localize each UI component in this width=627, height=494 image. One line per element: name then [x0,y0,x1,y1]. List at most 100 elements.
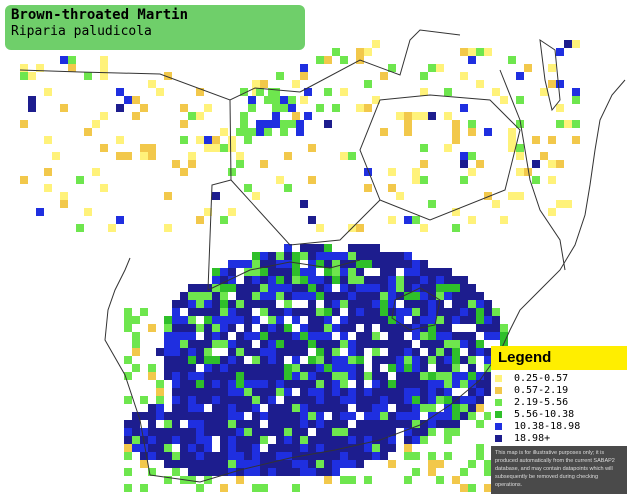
occurrence-cell [84,128,92,136]
occurrence-cell [240,128,248,136]
occurrence-cell [316,284,324,292]
occurrence-cell [484,300,492,308]
occurrence-cell [164,316,172,324]
occurrence-cell [404,276,412,284]
occurrence-cell [340,56,348,64]
occurrence-cell [308,412,316,420]
occurrence-cell [276,252,284,260]
occurrence-cell [316,56,324,64]
occurrence-cell [396,252,404,260]
occurrence-cell [372,396,380,404]
occurrence-cell [396,420,404,428]
occurrence-cell [272,112,280,120]
occurrence-cell [420,268,428,276]
occurrence-cell [288,96,296,104]
occurrence-cell [220,428,228,436]
occurrence-cell [292,412,300,420]
occurrence-cell [476,316,484,324]
occurrence-cell [228,168,236,176]
occurrence-cell [476,388,484,396]
occurrence-cell [164,452,172,460]
occurrence-cell [292,452,300,460]
occurrence-cell [404,112,412,120]
occurrence-cell [460,160,468,168]
occurrence-cell [228,388,236,396]
occurrence-cell [564,120,572,128]
occurrence-cell [356,340,364,348]
coastline-south [149,351,501,483]
occurrence-cell [516,120,524,128]
occurrence-cell [348,276,356,284]
occurrence-cell [244,404,252,412]
occurrence-cell [180,104,188,112]
occurrence-cell [308,436,316,444]
occurrence-cell [428,276,436,284]
occurrence-cell [196,412,204,420]
occurrence-cell [260,372,268,380]
occurrence-cell [300,380,308,388]
occurrence-cell [396,332,404,340]
occurrence-cell [452,340,460,348]
occurrence-cell [284,372,292,380]
occurrence-cell [364,308,372,316]
occurrence-cell [444,404,452,412]
occurrence-cell [204,460,212,468]
occurrence-cell [260,300,268,308]
occurrence-cell [260,324,268,332]
legend-swatch [495,399,502,406]
occurrence-cell [164,412,172,420]
occurrence-cell [28,104,36,112]
occurrence-cell [324,316,332,324]
occurrence-cell [268,420,276,428]
occurrence-cell [164,364,172,372]
occurrence-cell [132,436,140,444]
occurrence-cell [188,404,196,412]
occurrence-cell [348,292,356,300]
occurrence-cell [412,324,420,332]
occurrence-cell [372,260,380,268]
occurrence-cell [476,300,484,308]
occurrence-cell [300,268,308,276]
occurrence-cell [460,468,468,476]
occurrence-cell [124,324,132,332]
occurrence-cell [220,452,228,460]
occurrence-cell [252,484,260,492]
occurrence-cell [364,436,372,444]
occurrence-cell [460,176,468,184]
occurrence-cell [236,468,244,476]
occurrence-cell [316,252,324,260]
occurrence-cell [188,420,196,428]
occurrence-cell [356,276,364,284]
occurrence-cell [420,356,428,364]
occurrence-cell [244,316,252,324]
occurrence-cell [148,80,156,88]
occurrence-cell [484,468,492,476]
occurrence-cell [380,260,388,268]
occurrence-cell [420,292,428,300]
occurrence-cell [372,404,380,412]
occurrence-cell [428,412,436,420]
occurrence-cell [316,104,324,112]
occurrence-cell [260,252,268,260]
occurrence-cell [252,292,260,300]
occurrence-cell [148,324,156,332]
occurrence-cell [300,284,308,292]
occurrence-cell [324,284,332,292]
occurrence-cell [268,444,276,452]
occurrence-cell [280,128,288,136]
occurrence-cell [372,372,380,380]
occurrence-cell [92,168,100,176]
occurrence-cell [540,88,548,96]
occurrence-cell [516,72,524,80]
occurrence-cell [244,348,252,356]
occurrence-cell [412,412,420,420]
occurrence-cell [396,412,404,420]
occurrence-cell [404,128,412,136]
occurrence-cell [436,64,444,72]
occurrence-cell [268,396,276,404]
occurrence-cell [452,276,460,284]
namibia-east-border [207,99,232,291]
occurrence-cell [252,300,260,308]
lesotho-outline [391,287,441,331]
occurrence-cell [412,364,420,372]
